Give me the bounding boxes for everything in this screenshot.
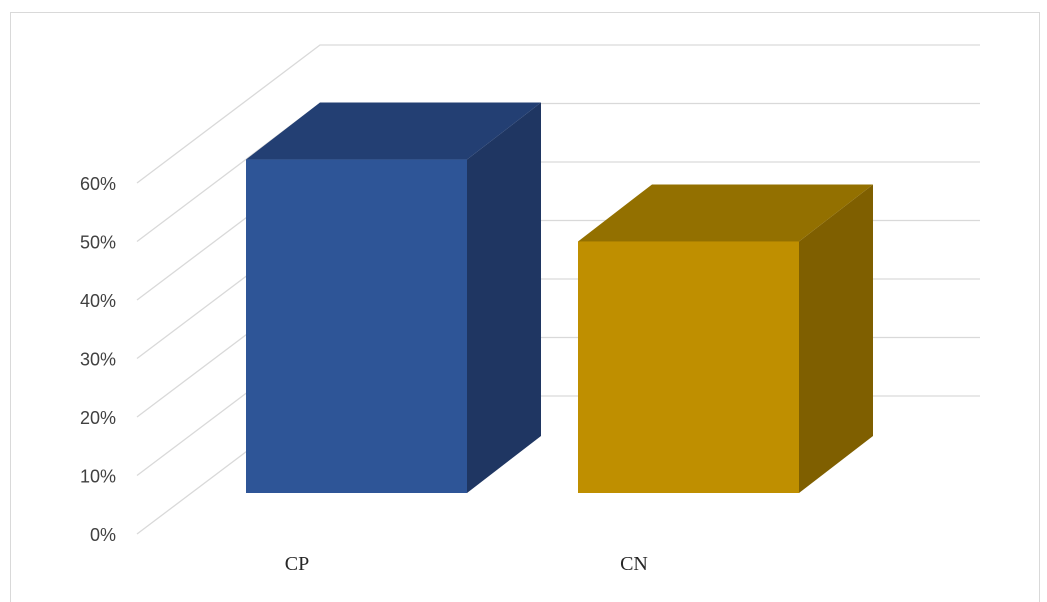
bar-side-face [467, 102, 541, 494]
y-tick-label: 10% [80, 467, 116, 487]
x-category-label: CP [285, 553, 309, 575]
y-tick-label: 0% [90, 525, 116, 545]
bar-top-face [578, 184, 873, 242]
y-tick-label: 20% [80, 408, 116, 428]
y-tick-label: 50% [80, 233, 116, 253]
chart-plot: 0% 10% 20% 30% 40% 50% 60% CP CN [80, 44, 980, 575]
bar-top-face [246, 102, 541, 160]
gridline [136, 44, 980, 184]
bar-side-face [799, 184, 873, 493]
y-tick-label: 30% [80, 350, 116, 370]
y-tick-label: 40% [80, 291, 116, 311]
bar-front-face [246, 159, 467, 494]
y-tick-label: 60% [80, 174, 116, 194]
x-category-label: CN [620, 553, 648, 575]
chart-area [10, 12, 1040, 602]
bar-front-face [578, 241, 799, 493]
axis-labels: 0% 10% 20% 30% 40% 50% 60% CP CN [80, 174, 648, 575]
bar-cn [578, 184, 873, 493]
bars [246, 102, 873, 494]
bar-cp [246, 102, 541, 494]
